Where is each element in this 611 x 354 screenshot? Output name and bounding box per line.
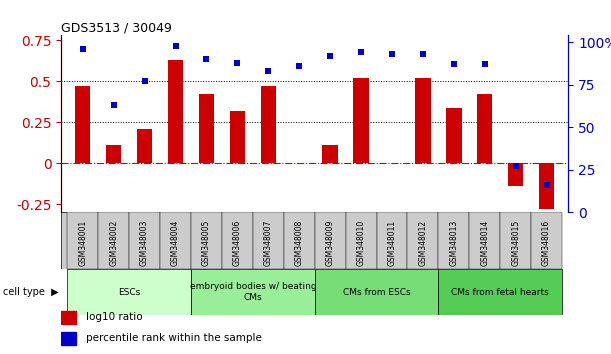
- Point: [140, 79, 150, 84]
- Text: GSM348003: GSM348003: [140, 220, 149, 266]
- Bar: [323, 145, 338, 163]
- Point: [449, 62, 459, 67]
- Point: [170, 43, 180, 48]
- Bar: [284, 212, 315, 269]
- Bar: [61, 332, 76, 345]
- Text: CMs from fetal hearts: CMs from fetal hearts: [452, 287, 549, 297]
- Point: [295, 63, 304, 69]
- Text: GSM348016: GSM348016: [542, 220, 551, 266]
- Point: [325, 53, 335, 59]
- Text: GSM348011: GSM348011: [387, 220, 397, 266]
- Text: log10 ratio: log10 ratio: [87, 312, 143, 322]
- Bar: [408, 212, 438, 269]
- Text: GDS3513 / 30049: GDS3513 / 30049: [61, 21, 172, 34]
- Text: GSM348004: GSM348004: [171, 220, 180, 266]
- Bar: [160, 212, 191, 269]
- Bar: [230, 111, 245, 163]
- Point: [356, 50, 366, 55]
- Text: GSM348009: GSM348009: [326, 220, 335, 266]
- Bar: [315, 269, 438, 315]
- Text: GSM348015: GSM348015: [511, 220, 520, 266]
- Point: [387, 51, 397, 57]
- Bar: [67, 212, 98, 269]
- Text: GSM348007: GSM348007: [264, 220, 273, 266]
- Bar: [75, 86, 90, 163]
- Bar: [376, 212, 408, 269]
- Text: GSM348014: GSM348014: [480, 220, 489, 266]
- Bar: [137, 129, 152, 163]
- Point: [109, 102, 119, 108]
- Bar: [222, 212, 253, 269]
- Bar: [253, 212, 284, 269]
- Text: GSM348010: GSM348010: [357, 220, 365, 266]
- Text: cell type  ▶: cell type ▶: [3, 287, 59, 297]
- Bar: [346, 212, 376, 269]
- Point: [418, 51, 428, 57]
- Bar: [415, 78, 431, 163]
- Bar: [438, 212, 469, 269]
- Bar: [260, 86, 276, 163]
- Bar: [508, 163, 524, 186]
- Bar: [191, 269, 315, 315]
- Text: ESCs: ESCs: [118, 287, 141, 297]
- Point: [202, 56, 211, 62]
- Bar: [129, 212, 160, 269]
- Point: [232, 60, 242, 65]
- Point: [263, 68, 273, 74]
- Text: GSM348005: GSM348005: [202, 220, 211, 266]
- Bar: [531, 212, 562, 269]
- Bar: [106, 145, 122, 163]
- Bar: [98, 212, 129, 269]
- Bar: [168, 60, 183, 163]
- Bar: [438, 269, 562, 315]
- Point: [511, 164, 521, 169]
- Bar: [446, 108, 461, 163]
- Text: GSM348012: GSM348012: [419, 220, 427, 266]
- Text: embryoid bodies w/ beating
CMs: embryoid bodies w/ beating CMs: [189, 282, 316, 302]
- Text: GSM348006: GSM348006: [233, 220, 242, 266]
- Text: percentile rank within the sample: percentile rank within the sample: [87, 333, 262, 343]
- Text: GSM348008: GSM348008: [295, 220, 304, 266]
- Bar: [191, 212, 222, 269]
- Text: GSM348002: GSM348002: [109, 220, 118, 266]
- Text: GSM348001: GSM348001: [78, 220, 87, 266]
- Bar: [469, 212, 500, 269]
- Bar: [353, 78, 369, 163]
- Text: CMs from ESCs: CMs from ESCs: [343, 287, 411, 297]
- Bar: [199, 95, 214, 163]
- Bar: [67, 269, 191, 315]
- Point: [542, 182, 552, 188]
- Bar: [500, 212, 531, 269]
- Bar: [539, 163, 554, 209]
- Point: [78, 46, 87, 52]
- Bar: [61, 311, 76, 324]
- Bar: [315, 212, 346, 269]
- Text: GSM348013: GSM348013: [449, 220, 458, 266]
- Point: [480, 62, 489, 67]
- Bar: [477, 95, 492, 163]
